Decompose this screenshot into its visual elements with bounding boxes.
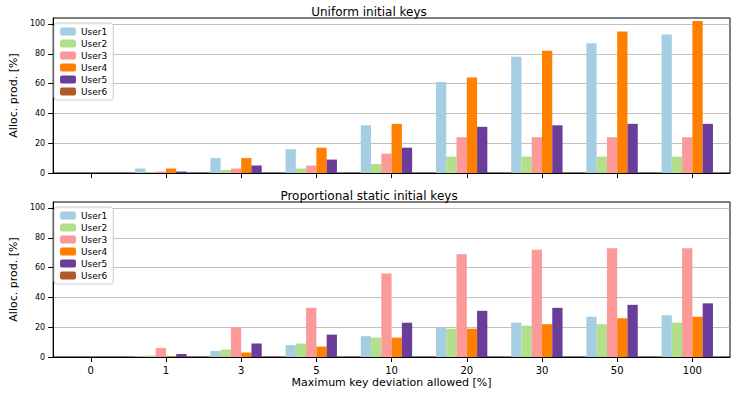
svg-text:0: 0 [88, 365, 94, 376]
svg-text:60: 60 [35, 263, 45, 272]
svg-text:30: 30 [536, 365, 549, 376]
svg-text:User2: User2 [81, 223, 107, 233]
svg-text:Alloc. prod. [%]: Alloc. prod. [%] [7, 237, 20, 321]
svg-text:20: 20 [460, 365, 473, 376]
svg-text:5: 5 [313, 365, 319, 376]
svg-text:User6: User6 [81, 271, 108, 281]
svg-text:User4: User4 [81, 63, 108, 73]
svg-text:User5: User5 [81, 259, 107, 269]
svg-text:Proportional static initial ke: Proportional static initial keys [280, 189, 457, 203]
svg-text:0: 0 [40, 353, 45, 362]
svg-text:Uniform initial keys: Uniform initial keys [311, 5, 427, 19]
svg-text:User5: User5 [81, 75, 107, 85]
svg-text:100: 100 [683, 365, 702, 376]
svg-text:0: 0 [40, 169, 45, 178]
svg-text:User1: User1 [81, 211, 107, 221]
svg-text:User4: User4 [81, 247, 108, 257]
svg-text:80: 80 [35, 49, 45, 58]
svg-text:User1: User1 [81, 27, 107, 37]
svg-text:20: 20 [35, 323, 45, 332]
svg-text:10: 10 [385, 365, 398, 376]
svg-text:40: 40 [35, 293, 45, 302]
svg-text:100: 100 [30, 203, 45, 212]
svg-text:1: 1 [163, 365, 169, 376]
svg-text:100: 100 [30, 19, 45, 28]
svg-text:Maximum key deviation allowed: Maximum key deviation allowed [%] [292, 376, 492, 389]
svg-text:User3: User3 [81, 235, 107, 245]
svg-text:40: 40 [35, 109, 45, 118]
svg-text:80: 80 [35, 233, 45, 242]
svg-text:User3: User3 [81, 51, 107, 61]
svg-text:20: 20 [35, 139, 45, 148]
svg-text:50: 50 [611, 365, 624, 376]
svg-text:Alloc. prod. [%]: Alloc. prod. [%] [7, 53, 20, 137]
svg-text:60: 60 [35, 79, 45, 88]
svg-text:User2: User2 [81, 39, 107, 49]
svg-text:3: 3 [238, 365, 244, 376]
svg-text:User6: User6 [81, 87, 108, 97]
